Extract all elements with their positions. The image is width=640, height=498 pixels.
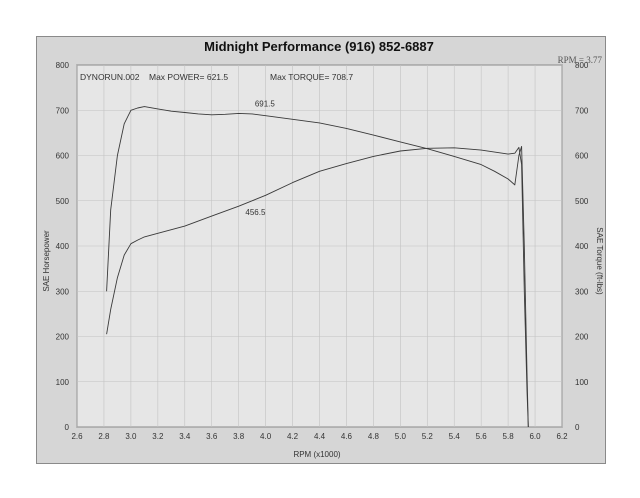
x-tick-label: 5.0 <box>395 432 407 441</box>
max-torque-label: Max TORQUE= 708.7 <box>270 72 353 82</box>
y-tick-label-left: 400 <box>56 242 70 251</box>
x-tick-label: 2.6 <box>71 432 83 441</box>
y-tick-label-right: 100 <box>575 378 589 387</box>
x-tick-label: 4.2 <box>287 432 299 441</box>
x-tick-label: 6.2 <box>556 432 568 441</box>
x-tick-label: 3.8 <box>233 432 245 441</box>
chart-frame: Midnight Performance (916) 852-6887 RPM … <box>36 36 606 464</box>
plot-area: 2.6 2.8 3.0 3.2 3.4 3.6 3.8 4.0 4.2 4.4 4.6 4.8 5.0 5… <box>56 61 589 441</box>
y-tick-label-right: 300 <box>575 287 589 296</box>
y-tick-label-right: 400 <box>575 242 589 251</box>
x-tick-label: 3.4 <box>179 432 191 441</box>
y-tick-label-right: 700 <box>575 106 589 115</box>
x-tick-label: 4.4 <box>314 432 326 441</box>
x-tick-label: 3.6 <box>206 432 218 441</box>
x-tick-label: 5.4 <box>449 432 461 441</box>
x-tick-label: 4.8 <box>368 432 380 441</box>
y-axis-label-right: SAE Torque (ft-lbs) <box>595 227 604 295</box>
y-tick-label-left: 600 <box>56 152 70 161</box>
y-tick-label-right: 200 <box>575 333 589 342</box>
y-tick-label-left: 200 <box>56 333 70 342</box>
dyno-chart: Midnight Performance (916) 852-6887 RPM … <box>42 39 604 459</box>
y-tick-label-left: 700 <box>56 106 70 115</box>
run-label: DYNORUN.002 <box>80 72 140 82</box>
x-tick-label: 4.0 <box>260 432 272 441</box>
x-tick-label: 3.2 <box>152 432 164 441</box>
gear-ratio-label: RPM = 3.77 <box>558 55 603 65</box>
y-tick-label-left: 100 <box>56 378 70 387</box>
x-axis-label: RPM (x1000) <box>293 450 340 459</box>
peak-annotation: 691.5 <box>255 99 276 108</box>
x-tick-label: 3.0 <box>125 432 137 441</box>
max-power-label: Max POWER= 621.5 <box>149 72 228 82</box>
y-axis-label-left: SAE Horsepower <box>42 230 51 292</box>
chart-title: Midnight Performance (916) 852-6887 <box>204 39 434 54</box>
y-tick-label-right: 500 <box>575 197 589 206</box>
x-tick-label: 2.8 <box>98 432 110 441</box>
torque-curve <box>106 106 529 428</box>
peak-annotation: 456.5 <box>245 208 266 217</box>
y-tick-label-left: 0 <box>65 423 70 432</box>
x-tick-label: 5.6 <box>476 432 488 441</box>
x-tick-label: 4.6 <box>341 432 353 441</box>
x-tick-label: 5.2 <box>422 432 434 441</box>
y-tick-label-right: 600 <box>575 152 589 161</box>
x-tick-label: 5.8 <box>503 432 515 441</box>
y-tick-label-left: 300 <box>56 287 70 296</box>
y-tick-label-left: 500 <box>56 197 70 206</box>
power-curve <box>106 146 529 428</box>
y-tick-label-right: 0 <box>575 423 580 432</box>
y-tick-label-right: 800 <box>575 61 589 70</box>
x-tick-label: 6.0 <box>529 432 541 441</box>
y-tick-label-left: 800 <box>56 61 70 70</box>
